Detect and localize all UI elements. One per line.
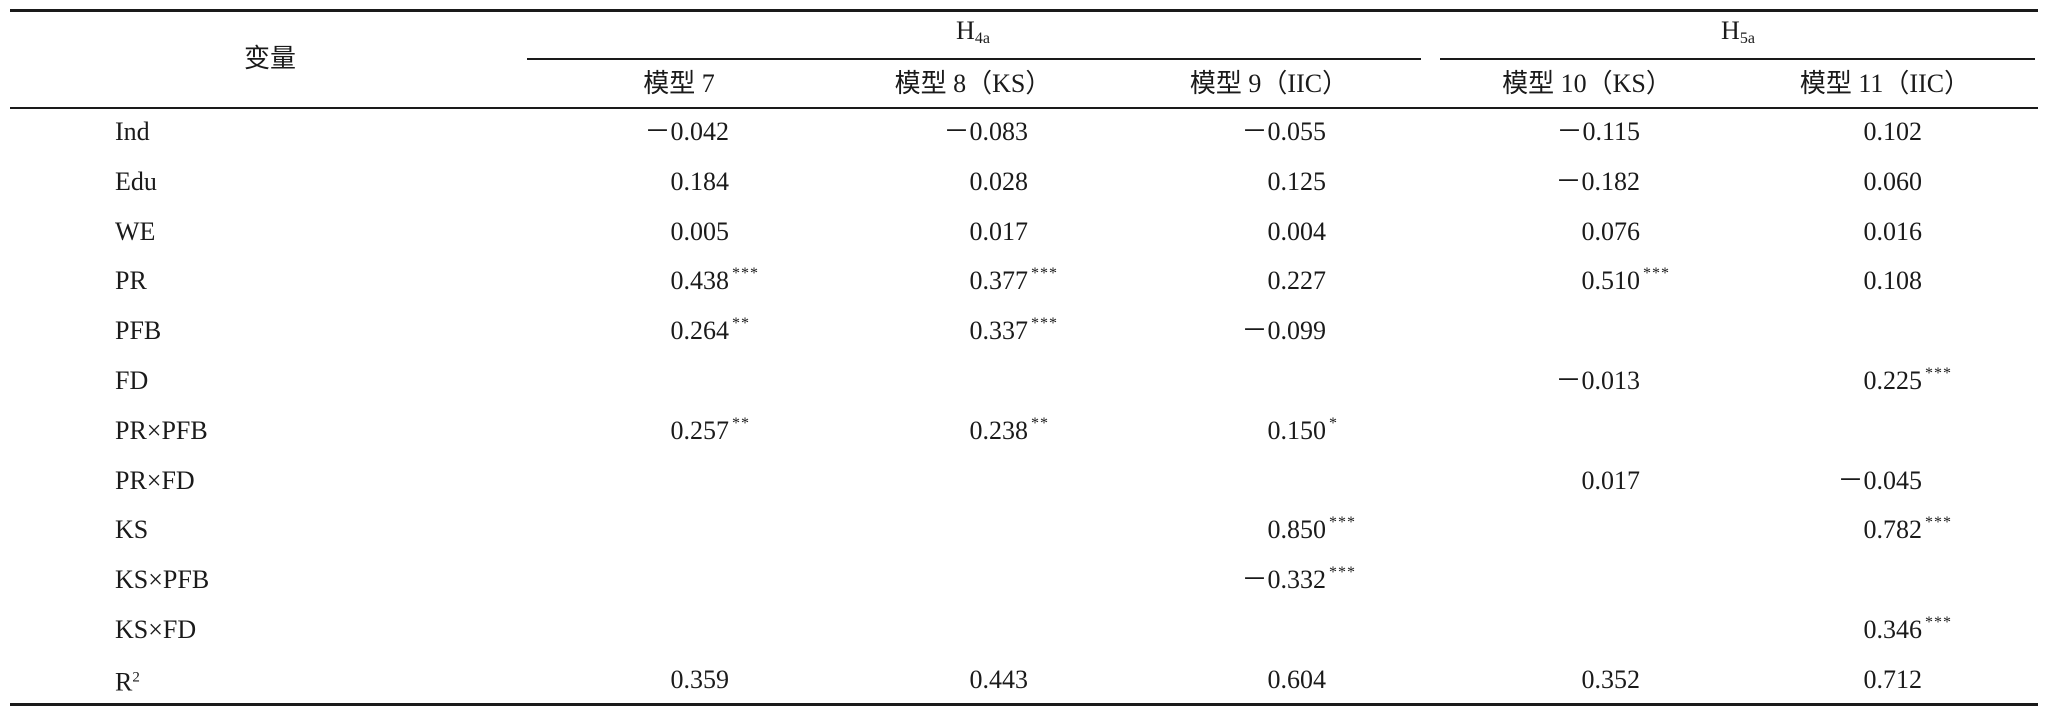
cell-value: 0.102 [1863,117,1923,146]
model-header: 模型 11（IIC） [1799,69,1971,98]
cell-value: －0.013 [1555,366,1640,395]
cell-value: 0.359 [670,664,730,694]
cell-value: 0.264 [670,316,730,346]
significance: *** [1643,265,1670,283]
cell-value: 0.604 [1267,664,1327,694]
significance: ** [1031,414,1049,432]
row-label: PR×FD [115,465,195,495]
significance: ** [732,414,750,432]
cell-value: 0.060 [1863,166,1923,196]
cell-value: 0.782 [1863,515,1923,545]
group-header: H4a [956,16,990,54]
cell-value: 0.150 [1267,415,1327,445]
main-text: R [115,667,133,697]
row-label: R2 [115,662,140,697]
row-label: KS [115,515,149,545]
cell-value: －0.045 [1837,465,1922,495]
main-text: H [956,16,975,45]
significance: * [1329,414,1338,432]
cell-value: 0.227 [1267,266,1327,296]
row-label: PR×PFB [115,415,208,445]
row-label: PR [115,266,147,296]
cell-value: 0.352 [1581,664,1641,694]
cell-value: 0.005 [670,216,730,246]
cell-value: 0.712 [1863,664,1923,694]
significance: *** [1329,514,1356,532]
cell-value: 0.377 [969,266,1029,296]
cell-value: 0.108 [1863,266,1923,296]
model-header: 模型 10（KS） [1502,69,1672,98]
cell-value: 0.850 [1267,515,1327,545]
model-header: 模型 8（KS） [894,69,1052,98]
main-text: H [1721,16,1740,45]
cell-value: －0.099 [1241,316,1326,346]
cell-value: 0.004 [1267,216,1327,246]
cell-value: 0.017 [969,216,1029,246]
cell-value: 0.016 [1863,216,1923,246]
cell-value: 0.337 [969,316,1029,346]
group-header: H5a [1721,16,1755,54]
cell-value: 0.438 [670,266,730,296]
cell-value: －0.083 [943,117,1028,146]
cell-value: －0.042 [644,117,729,146]
cell-value: 0.184 [670,166,730,196]
cell-value: －0.055 [1241,117,1326,146]
cell-value: 0.443 [969,664,1029,694]
significance: *** [1925,514,1952,532]
cell-value: 0.225 [1863,366,1923,395]
row-label: WE [115,216,156,246]
header-rule [10,107,2038,109]
variable-header: 变量 [243,44,297,73]
cell-value: 0.346 [1863,615,1923,644]
model-header: 模型 9（IIC） [1189,69,1349,98]
significance: *** [1329,563,1356,581]
cell-value: 0.017 [1581,465,1641,495]
significance: *** [1925,364,1952,382]
cell-value: 0.510 [1581,266,1641,296]
significance: *** [1031,314,1058,332]
row-label: KS×FD [115,615,197,644]
significance: ** [732,314,750,332]
row-label: FD [115,366,149,395]
cell-value: 0.257 [670,415,730,445]
significance: *** [732,265,759,283]
cell-value: 0.125 [1267,166,1327,196]
top-rule [10,9,2038,12]
cell-value: －0.182 [1555,166,1640,196]
cell-value: 0.028 [969,166,1029,196]
group-rule [1440,58,2035,60]
group-rule [527,58,1421,60]
model-header: 模型 7 [643,69,715,98]
cell-value: 0.238 [969,415,1029,445]
superscript: 2 [132,669,140,686]
cell-value: －0.332 [1241,565,1326,595]
row-label: PFB [115,316,162,346]
row-label: Edu [115,166,157,196]
cell-value: －0.115 [1556,117,1640,146]
significance: *** [1925,613,1952,631]
row-label: Ind [115,117,150,146]
bottom-rule [10,703,2038,706]
subscript: 4a [974,30,990,47]
cell-value: 0.076 [1581,216,1641,246]
subscript: 5a [1739,30,1755,47]
significance: *** [1031,265,1058,283]
row-label: KS×PFB [115,565,210,595]
